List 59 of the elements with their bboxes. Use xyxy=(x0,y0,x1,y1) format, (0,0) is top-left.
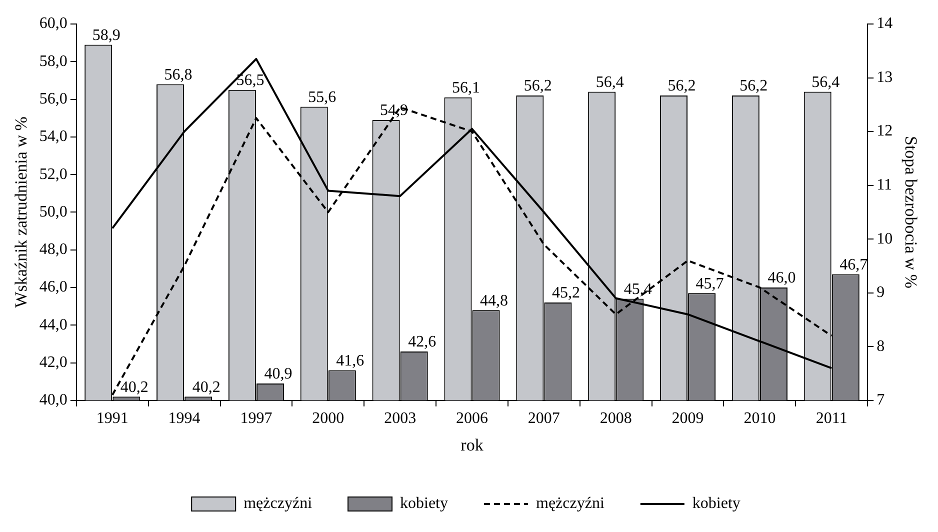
data-label: 56,2 xyxy=(668,78,696,95)
data-label: 40,2 xyxy=(192,378,220,396)
data-label: 41,6 xyxy=(336,352,364,370)
data-label: 42,6 xyxy=(408,334,436,351)
data-label: 44,8 xyxy=(480,292,508,310)
x-tick-label: 2006 xyxy=(456,410,488,428)
data-label: 46,7 xyxy=(840,256,868,274)
data-label: 54,9 xyxy=(380,102,408,120)
y-tick-label: 54,0 xyxy=(39,128,68,146)
y2-axis-title: Stopa bezrobocia w % xyxy=(901,136,920,288)
y2-tick-label: 8 xyxy=(876,338,885,355)
data-label: 56,2 xyxy=(524,78,552,95)
y-tick-label: 58,0 xyxy=(39,52,68,70)
x-tick-label: 2011 xyxy=(816,410,848,428)
data-label: 45,7 xyxy=(696,275,724,292)
y-tick-label: 60,0 xyxy=(39,15,68,32)
x-tick-label: 2008 xyxy=(600,410,632,428)
y2-tick-label: 10 xyxy=(876,230,893,248)
data-label: 40,9 xyxy=(264,366,292,383)
y-tick-label: 56,0 xyxy=(39,90,68,108)
y2-tick-label: 9 xyxy=(876,284,885,302)
y-axis-title: Wskaźnik zatrudnienia w % xyxy=(12,116,31,308)
x-tick-label: 1997 xyxy=(240,410,272,428)
x-axis-title: rok xyxy=(460,435,484,454)
data-label: 45,2 xyxy=(552,284,580,302)
legend-label: kobiety xyxy=(692,495,740,512)
x-tick-label: 2007 xyxy=(528,410,560,428)
legend-label: mężczyźni xyxy=(244,495,313,512)
data-label: 58,9 xyxy=(92,26,120,44)
data-label: 56,1 xyxy=(452,80,480,97)
y-tick-label: 50,0 xyxy=(39,203,68,220)
data-label: 46,0 xyxy=(768,270,796,287)
y2-tick-label: 12 xyxy=(876,122,893,140)
y2-tick-label: 7 xyxy=(876,392,885,409)
y-tick-label: 46,0 xyxy=(39,278,68,296)
y2-tick-label: 14 xyxy=(876,15,893,32)
x-tick-label: 2010 xyxy=(744,410,776,428)
y-tick-label: 52,0 xyxy=(39,166,68,183)
y-tick-label: 48,0 xyxy=(39,241,68,258)
x-tick-label: 1991 xyxy=(96,410,128,428)
x-tick-label: 1994 xyxy=(168,410,200,428)
data-label: 56,2 xyxy=(740,78,768,95)
data-label: 56,4 xyxy=(596,74,624,91)
x-tick-label: 2000 xyxy=(312,410,344,428)
data-label: 40,2 xyxy=(120,378,148,396)
y-tick-label: 44,0 xyxy=(39,316,68,334)
x-tick-label: 2003 xyxy=(384,410,416,428)
legend-label: kobiety xyxy=(400,495,448,512)
y2-tick-label: 13 xyxy=(876,68,893,86)
data-label: 56,5 xyxy=(236,72,264,90)
legend-label: mężczyźni xyxy=(536,495,605,512)
data-label: 56,4 xyxy=(812,74,840,91)
data-label: 55,6 xyxy=(308,89,336,106)
x-tick-label: 2009 xyxy=(672,410,704,428)
y-tick-label: 40,0 xyxy=(39,392,68,409)
y-tick-label: 42,0 xyxy=(39,354,68,371)
y2-tick-label: 11 xyxy=(876,176,892,194)
data-label: 56,8 xyxy=(164,66,192,84)
data-label: 45,4 xyxy=(624,280,652,298)
